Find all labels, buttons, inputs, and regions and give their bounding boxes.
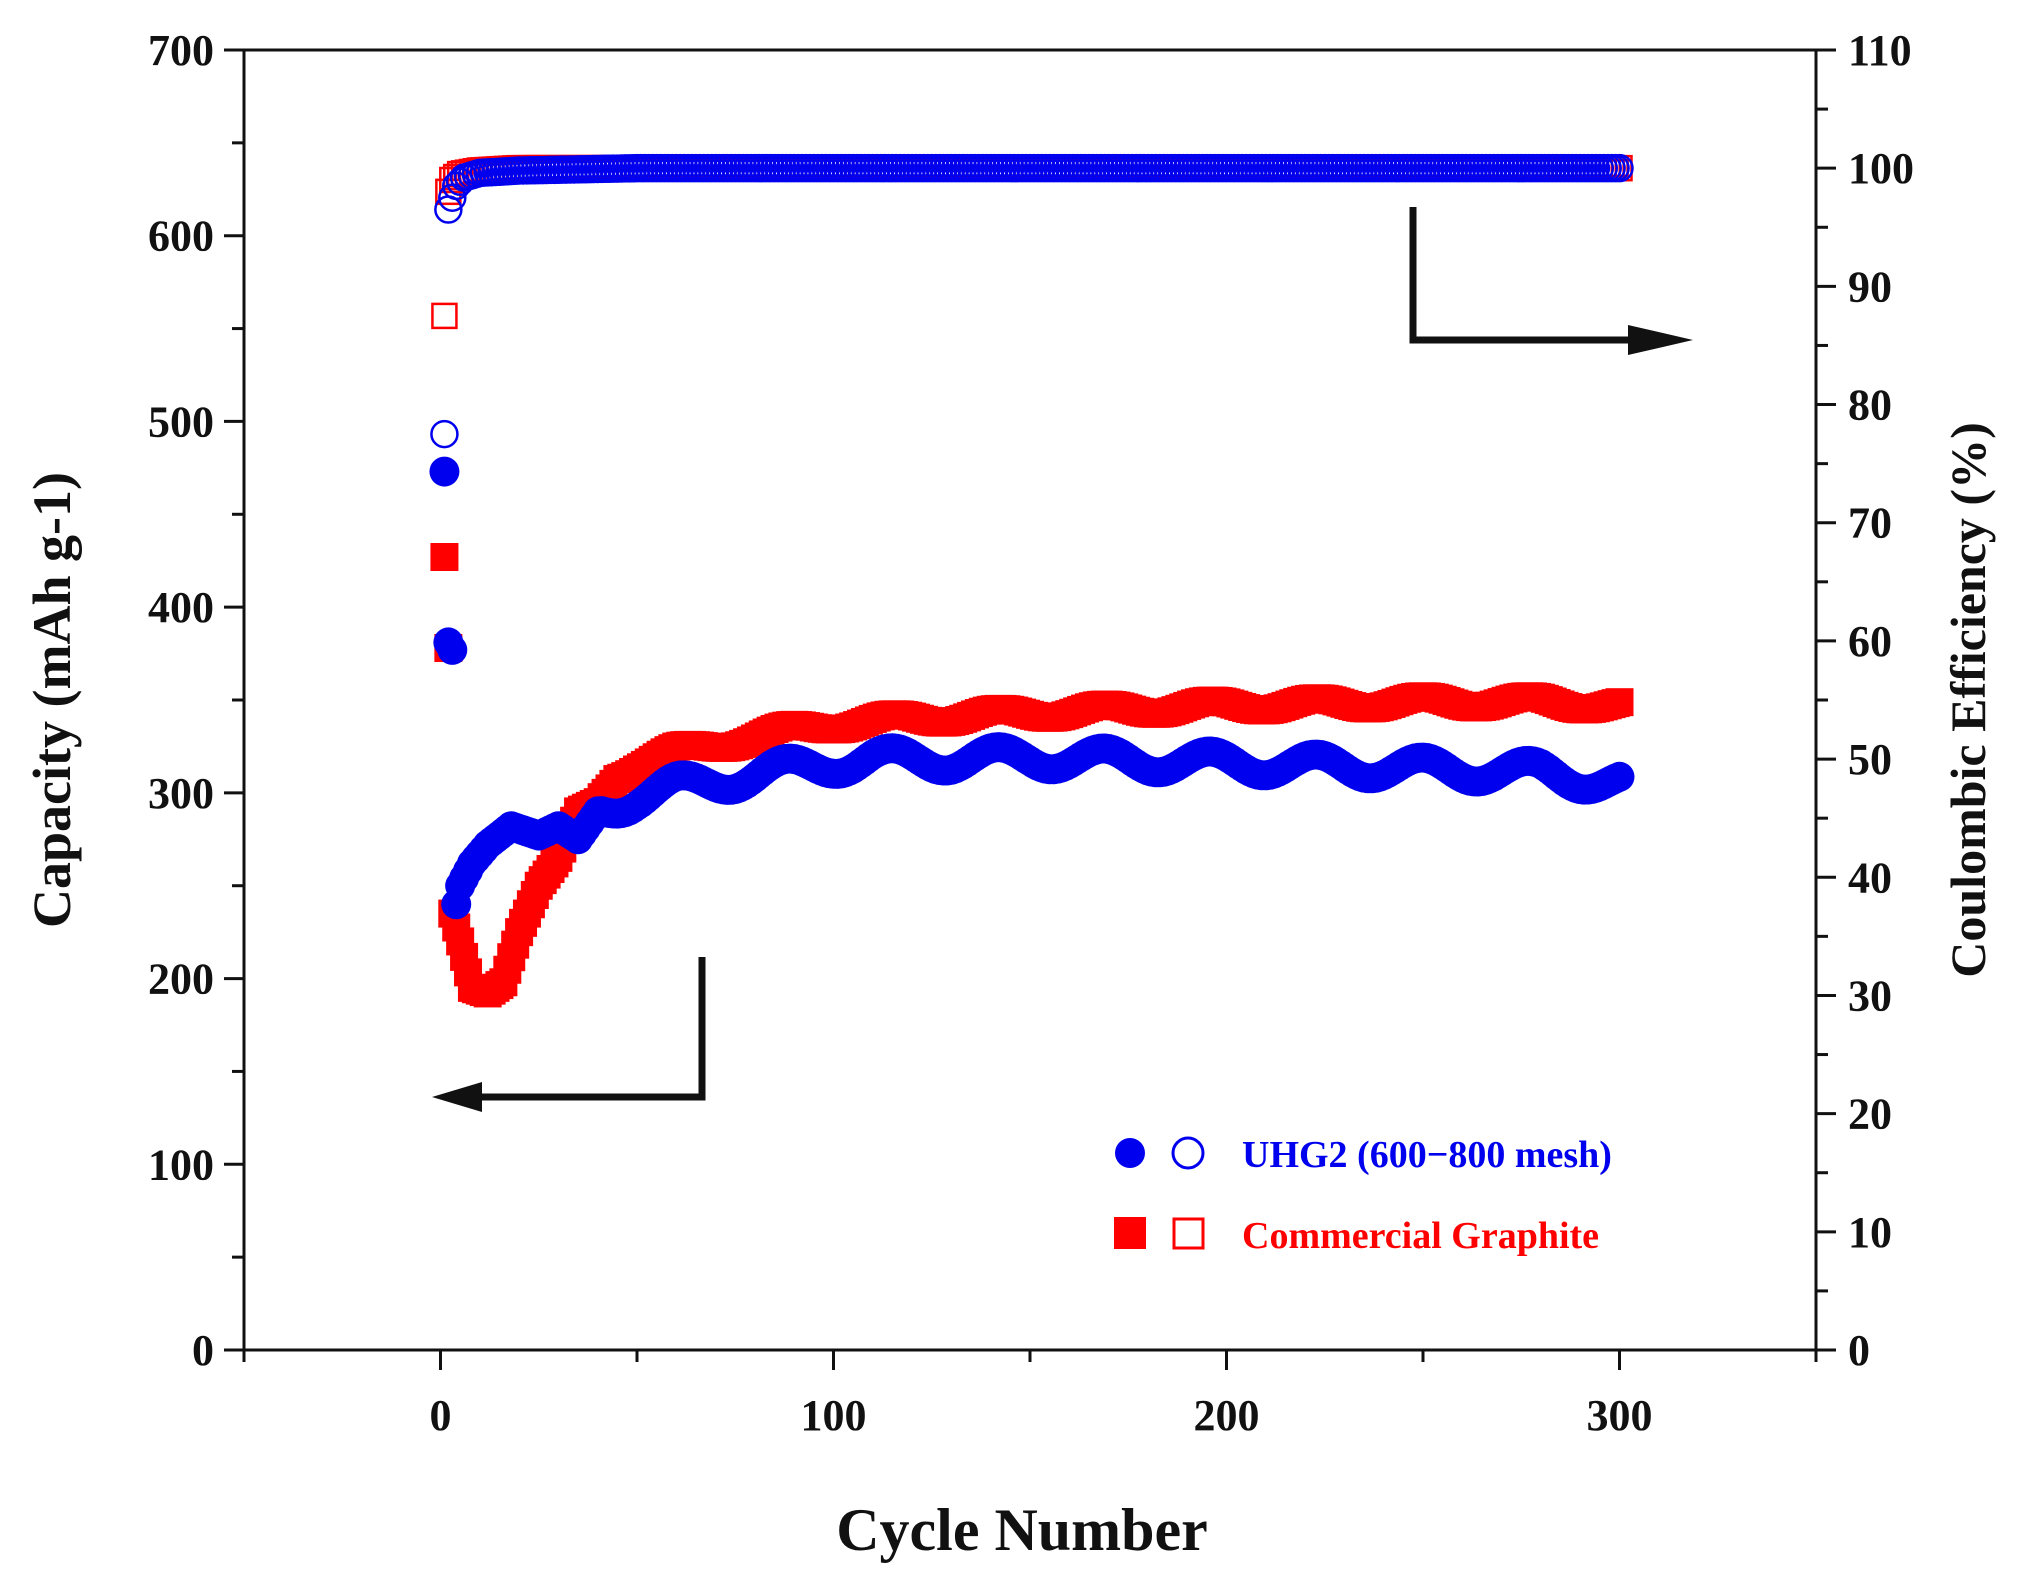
y2-tick-label: 0 (1848, 1326, 1870, 1375)
arrow-right-head (1628, 325, 1693, 355)
series-efficiency-uhg2 (430, 153, 1634, 449)
arrow-left-head (432, 1082, 482, 1112)
y2-axis-title: Coulombic Efficiency (%) (1940, 422, 1996, 977)
y2-tick-label: 10 (1848, 1208, 1892, 1257)
y-tick-label: 500 (148, 397, 214, 446)
data-point (1605, 688, 1634, 717)
series-capacity-graphite (430, 543, 1634, 1008)
data-point (429, 456, 460, 487)
data-point (430, 543, 459, 571)
x-tick-label: 0 (430, 1391, 452, 1440)
y2-tick-label: 100 (1848, 144, 1914, 193)
annotation-arrow-left (432, 957, 706, 1112)
y-tick-label: 700 (148, 26, 214, 75)
legend-item-uhg2: UHG2 (600−800 mesh) (1115, 1134, 1612, 1176)
axes-layer: 0 100 200 300 0 100 200 300 400 500 600 700 0 10 20 30 4… (148, 26, 1914, 1440)
x-axis-title: Cycle Number (836, 1497, 1208, 1563)
y2-tick-label: 90 (1848, 262, 1892, 311)
data-point (437, 634, 468, 665)
arrow-right-line (1409, 207, 1640, 344)
legend-item-commercial-graphite: Commercial Graphite (1114, 1215, 1599, 1257)
data-point (1605, 153, 1634, 183)
legend-uhg2-label: UHG2 (600−800 mesh) (1242, 1134, 1612, 1176)
x-tick-label: 300 (1587, 1391, 1653, 1440)
y-tick-label: 300 (148, 769, 214, 818)
data-point (431, 302, 458, 330)
y2-tick-label: 20 (1848, 1090, 1892, 1139)
legend-uhg2-filled-marker (1115, 1138, 1145, 1168)
annotation-arrow-right (1409, 207, 1693, 355)
y2-tick-label: 60 (1848, 617, 1892, 666)
y2-tick-label: 80 (1848, 381, 1892, 430)
data-point (1604, 761, 1635, 792)
y-tick-label: 100 (148, 1140, 214, 1189)
x-tick-label: 100 (801, 1391, 867, 1440)
y-tick-label: 600 (148, 212, 214, 261)
legend-graphite-label: Commercial Graphite (1242, 1215, 1599, 1257)
legend-graphite-open-marker (1172, 1217, 1205, 1250)
arrow-left-line (470, 957, 706, 1101)
legend: UHG2 (600−800 mesh) Commercial Graphite (1114, 1134, 1612, 1257)
x-tick-label: 200 (1194, 1391, 1260, 1440)
legend-uhg2-open-marker (1171, 1136, 1205, 1170)
legend-graphite-filled-marker (1114, 1217, 1146, 1249)
data-point (430, 419, 459, 449)
series-capacity-uhg2 (429, 456, 1635, 920)
y-tick-label: 200 (148, 955, 214, 1004)
y-tick-label: 0 (192, 1326, 214, 1375)
y2-tick-label: 50 (1848, 735, 1892, 784)
y-tick-label: 400 (148, 583, 214, 632)
y2-tick-label: 110 (1848, 26, 1912, 75)
y-axis-title: Capacity (mAh g-1) (22, 472, 82, 928)
y2-tick-label: 40 (1848, 853, 1892, 902)
y2-tick-label: 70 (1848, 499, 1892, 548)
y2-tick-label: 30 (1848, 971, 1892, 1020)
series-layer (429, 153, 1635, 1008)
